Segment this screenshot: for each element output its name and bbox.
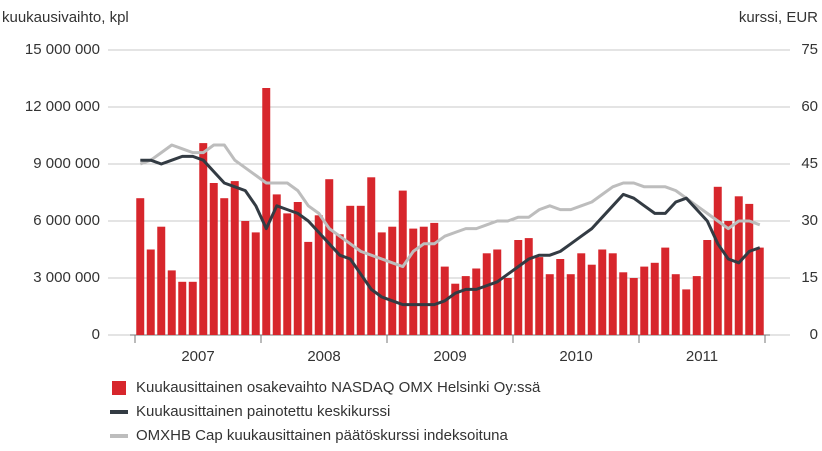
legend-label: Kuukausittainen painotettu keskikurssi [136, 403, 390, 420]
legend-swatch [112, 381, 126, 395]
bar [241, 221, 250, 335]
bar [251, 232, 260, 335]
bar [409, 228, 418, 335]
bar [272, 194, 281, 335]
bar [535, 257, 544, 335]
y2-tick-label: 75 [801, 41, 818, 58]
bar [220, 198, 229, 335]
bar [608, 253, 617, 335]
bar [724, 221, 733, 335]
bar [314, 215, 323, 335]
bar [556, 259, 565, 335]
bar [283, 213, 292, 335]
y2-tick-label: 30 [801, 212, 818, 229]
y-tick-label: 9 000 000 [33, 155, 100, 172]
bar [136, 198, 145, 335]
y-tick-label: 15 000 000 [25, 41, 100, 58]
bar [682, 289, 691, 335]
bar [566, 274, 575, 335]
legend-label: OMXHB Cap kuukausittainen päätöskurssi i… [136, 427, 509, 444]
x-tick-label: 2010 [559, 348, 592, 365]
bar [493, 249, 502, 335]
y-axis-label: kuukausivaihto, kpl [2, 9, 129, 26]
bar [482, 253, 491, 335]
bar [430, 222, 439, 335]
bar [671, 274, 680, 335]
bar [419, 226, 428, 335]
bar [356, 205, 365, 335]
bar [745, 203, 754, 335]
bar [713, 186, 722, 335]
y-tick-label: 0 [92, 326, 100, 343]
bar [598, 249, 607, 335]
bar [692, 276, 701, 335]
x-tick-label: 2009 [433, 348, 466, 365]
bar [661, 247, 670, 335]
x-tick-label: 2011 [686, 348, 718, 365]
bar [262, 88, 271, 335]
bar [524, 238, 533, 335]
x-tick-label: 2007 [181, 348, 214, 365]
bar [755, 247, 764, 335]
bar [188, 281, 197, 335]
x-tick-label: 2008 [307, 348, 340, 365]
y-tick-label: 3 000 000 [33, 269, 100, 286]
bar [398, 190, 407, 335]
bar [304, 241, 313, 335]
legend-label: Kuukausittainen osakevaihto NASDAQ OMX H… [136, 379, 541, 396]
bar [199, 143, 208, 335]
bar [545, 274, 554, 335]
bar [325, 179, 334, 335]
y-tick-label: 12 000 000 [25, 98, 100, 115]
line [140, 154, 761, 307]
bar [346, 205, 355, 335]
bar [178, 281, 187, 335]
bar [157, 226, 166, 335]
y2-tick-label: 15 [801, 269, 818, 286]
bar [503, 278, 512, 335]
bar [514, 240, 523, 335]
bar [209, 183, 218, 335]
y2-axis-label: kurssi, EUR [739, 9, 818, 26]
bar [703, 240, 712, 335]
bar [451, 283, 460, 335]
bar [230, 181, 239, 335]
bar [293, 202, 302, 335]
bar [461, 276, 470, 335]
bar [167, 270, 176, 335]
bar [577, 253, 586, 335]
bar [640, 266, 649, 335]
y2-tick-label: 60 [801, 98, 818, 115]
bar [472, 268, 481, 335]
bar [619, 272, 628, 335]
y-tick-label: 6 000 000 [33, 212, 100, 229]
bar [377, 232, 386, 335]
y2-tick-label: 45 [801, 155, 818, 172]
bar [650, 262, 659, 335]
bar [629, 278, 638, 335]
line [139, 143, 761, 269]
bar [146, 249, 155, 335]
bar [335, 234, 344, 335]
bar [734, 196, 743, 335]
bar [587, 264, 596, 335]
y2-tick-label: 0 [810, 326, 818, 343]
bar [388, 226, 397, 335]
